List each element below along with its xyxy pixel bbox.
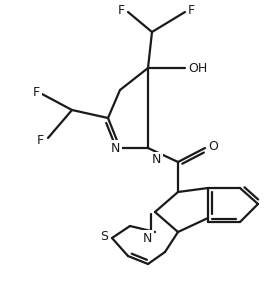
Text: F: F — [33, 85, 40, 98]
Text: OH: OH — [188, 62, 207, 75]
Text: N: N — [152, 153, 161, 166]
Text: N: N — [143, 232, 152, 245]
Text: F: F — [188, 4, 195, 17]
Text: F: F — [37, 133, 44, 146]
Text: O: O — [208, 140, 218, 153]
Text: F: F — [118, 4, 125, 17]
Text: N: N — [111, 142, 120, 155]
Text: S: S — [100, 230, 108, 243]
